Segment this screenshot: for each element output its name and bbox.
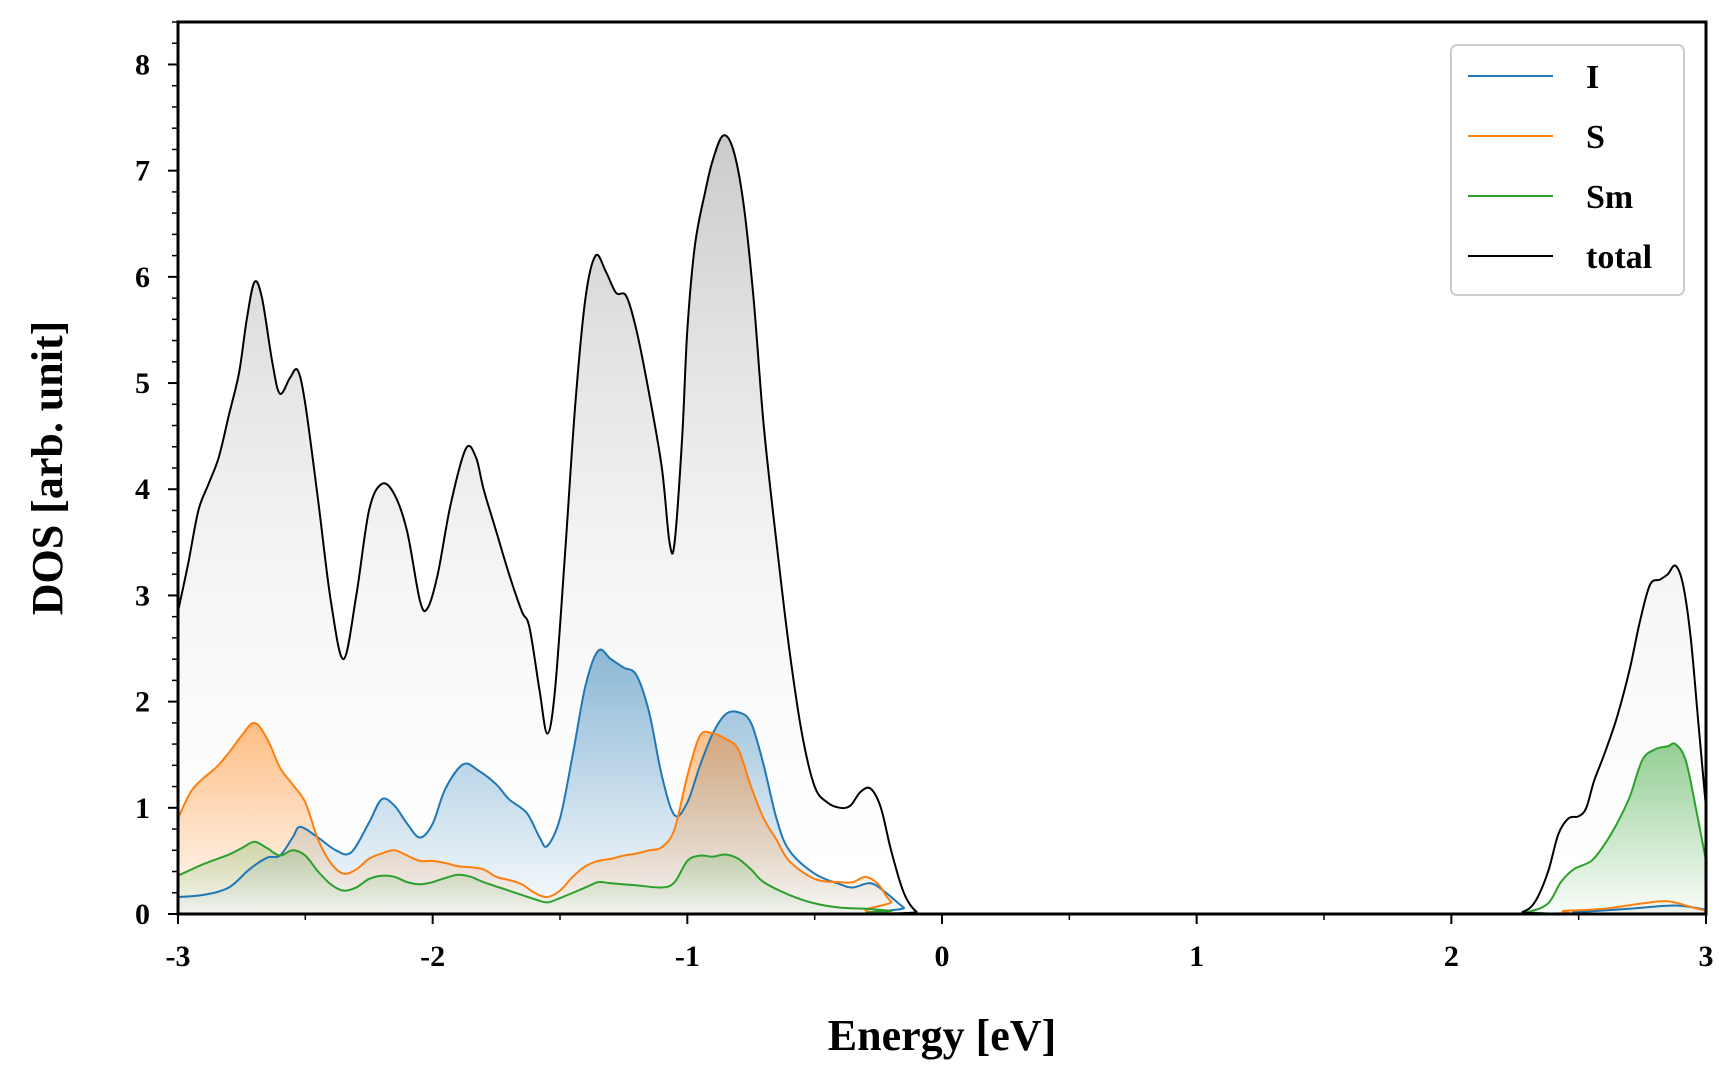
y-tick-label: 1 bbox=[135, 792, 150, 825]
tick-labels-layer: -3 -2 -1 0 1 2 3 0 1 2 3 4 5 6 7 8 bbox=[135, 48, 1714, 973]
series-fill-i bbox=[178, 649, 1706, 914]
x-tick-label: -1 bbox=[675, 940, 700, 973]
y-tick-label: 0 bbox=[135, 898, 150, 931]
legend: I S Sm total bbox=[1450, 44, 1685, 296]
legend-label-total: total bbox=[1586, 239, 1652, 276]
y-tick-label: 7 bbox=[135, 155, 150, 188]
x-tick-label: -3 bbox=[166, 940, 191, 973]
legend-label-sm: Sm bbox=[1586, 179, 1633, 216]
x-tick-label: 3 bbox=[1699, 940, 1714, 973]
lines-layer bbox=[177, 134, 1707, 916]
x-tick-label: -2 bbox=[420, 940, 445, 973]
legend-label-s: S bbox=[1586, 119, 1605, 156]
legend-box bbox=[1450, 44, 1685, 296]
y-tick-label: 6 bbox=[135, 261, 150, 294]
legend-label-i: I bbox=[1586, 59, 1599, 96]
y-tick-label: 3 bbox=[135, 579, 150, 612]
x-axis-title: Energy [eV] bbox=[828, 1011, 1057, 1060]
series-line-s bbox=[177, 721, 1707, 916]
x-tick-label: 1 bbox=[1189, 940, 1204, 973]
series-line-i bbox=[177, 648, 1707, 916]
y-tick-label: 4 bbox=[135, 473, 150, 506]
series-fill-total bbox=[178, 135, 1706, 914]
y-tick-label: 8 bbox=[135, 48, 150, 81]
x-tick-label: 2 bbox=[1444, 940, 1459, 973]
y-axis-title: DOS [arb. unit] bbox=[23, 321, 72, 616]
series-line-sm bbox=[177, 742, 1707, 916]
ticks-layer bbox=[168, 21, 1707, 924]
x-tick-label: 0 bbox=[935, 940, 950, 973]
series-line-total bbox=[177, 134, 1707, 916]
y-tick-label: 5 bbox=[135, 367, 150, 400]
y-tick-label: 2 bbox=[135, 686, 150, 719]
